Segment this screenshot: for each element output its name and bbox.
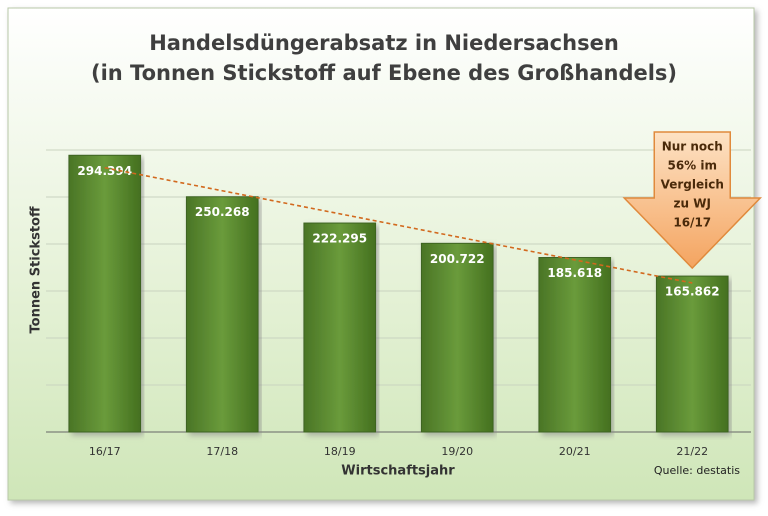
- bar: [538, 257, 612, 433]
- annotation-text: Vergleich: [661, 178, 724, 192]
- value-label: 222.295: [312, 232, 367, 246]
- chart-title: Handelsdüngerabsatz in Niedersachsen: [149, 31, 619, 55]
- x-tick-label: 18/19: [324, 445, 356, 458]
- source-note: Quelle: destatis: [654, 464, 740, 477]
- bar: [655, 275, 729, 433]
- bar: [420, 242, 494, 433]
- value-label: 200.722: [430, 252, 485, 266]
- value-label: 250.268: [195, 205, 250, 219]
- bar: [185, 196, 259, 433]
- x-tick-label: 20/21: [559, 445, 591, 458]
- annotation-text: Nur noch: [662, 140, 723, 154]
- x-tick-label: 17/18: [206, 445, 238, 458]
- x-tick-label: 16/17: [89, 445, 121, 458]
- x-tick-label: 19/20: [441, 445, 473, 458]
- value-label: 294.394: [77, 164, 132, 178]
- value-label: 185.618: [547, 266, 602, 280]
- bar: [68, 154, 142, 433]
- x-tick-label: 21/22: [676, 445, 708, 458]
- annotation-text: 56% im: [667, 159, 717, 173]
- bar: [303, 222, 377, 433]
- chart-subtitle: (in Tonnen Stickstoff auf Ebene des Groß…: [91, 61, 677, 85]
- annotation-text: 16/17: [673, 216, 711, 230]
- annotation-arrow: [622, 131, 763, 270]
- y-axis-label: Tonnen Stickstoff: [29, 206, 44, 333]
- annotation-text: zu WJ: [674, 197, 711, 211]
- trend-line: [104, 166, 693, 284]
- value-label: 165.862: [665, 285, 720, 299]
- x-axis-label: Wirtschaftsjahr: [341, 464, 455, 479]
